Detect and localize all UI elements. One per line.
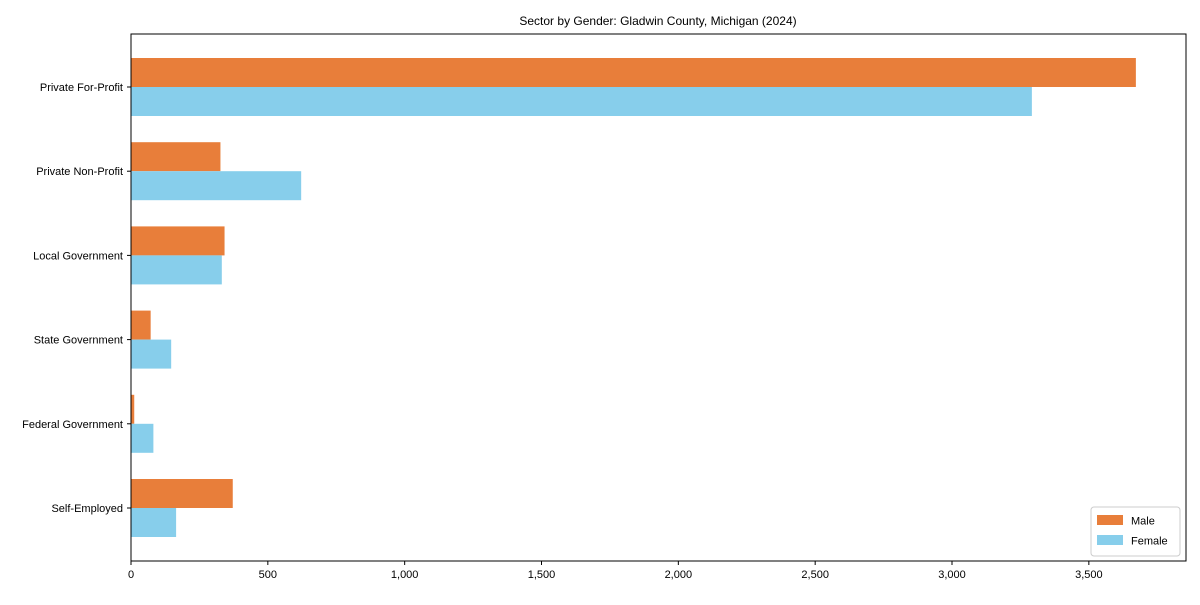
x-tick-label-1000: 1,000	[391, 569, 419, 581]
plot-area: Private For-Profit Private Non-Profit Loca…	[22, 33, 1187, 581]
bar-female-state-government	[131, 339, 172, 369]
legend-box	[1090, 506, 1181, 557]
y-tick-label-self-employed: Self-Employed	[51, 503, 123, 515]
x-tick-label-3000: 3,000	[938, 569, 966, 581]
legend-swatch-male	[1097, 515, 1123, 525]
bar-female-private-non-profit	[131, 171, 302, 201]
x-tick-label-2500: 2,500	[801, 569, 829, 581]
y-tick-label-private-non-profit: Private Non-Profit	[36, 166, 123, 178]
x-tick-label-500: 500	[259, 569, 277, 581]
bar-male-local-government	[131, 226, 225, 256]
x-tick-label-3500: 3,500	[1075, 569, 1103, 581]
bar-male-federal-government	[131, 394, 135, 424]
bar-male-private-non-profit	[131, 142, 221, 172]
bar-female-self-employed	[131, 508, 177, 537]
bar-male-private-for-profit	[131, 58, 1136, 87]
bar-male-state-government	[131, 310, 151, 340]
legend-label-female: Female	[1131, 536, 1168, 548]
bar-female-federal-government	[131, 423, 154, 453]
plot-border	[130, 33, 1187, 562]
y-tick-label-federal-government: Federal Government	[22, 419, 123, 431]
y-tick-label-private-for-profit: Private For-Profit	[40, 82, 123, 94]
x-tick-label-0: 0	[128, 569, 134, 581]
chart-title: Sector by Gender: Gladwin County, Michig…	[519, 14, 796, 28]
bar-male-self-employed	[131, 479, 233, 508]
legend-label-male: Male	[1131, 516, 1155, 528]
y-tick-label-local-government: Local Government	[33, 250, 123, 262]
bar-female-private-for-profit	[131, 87, 1032, 116]
x-tick-label-2000: 2,000	[665, 569, 693, 581]
legend-swatch-female	[1097, 535, 1123, 545]
x-tick-label-1500: 1,500	[528, 569, 556, 581]
bar-female-local-government	[131, 255, 222, 285]
y-tick-label-state-government: State Government	[34, 335, 123, 347]
